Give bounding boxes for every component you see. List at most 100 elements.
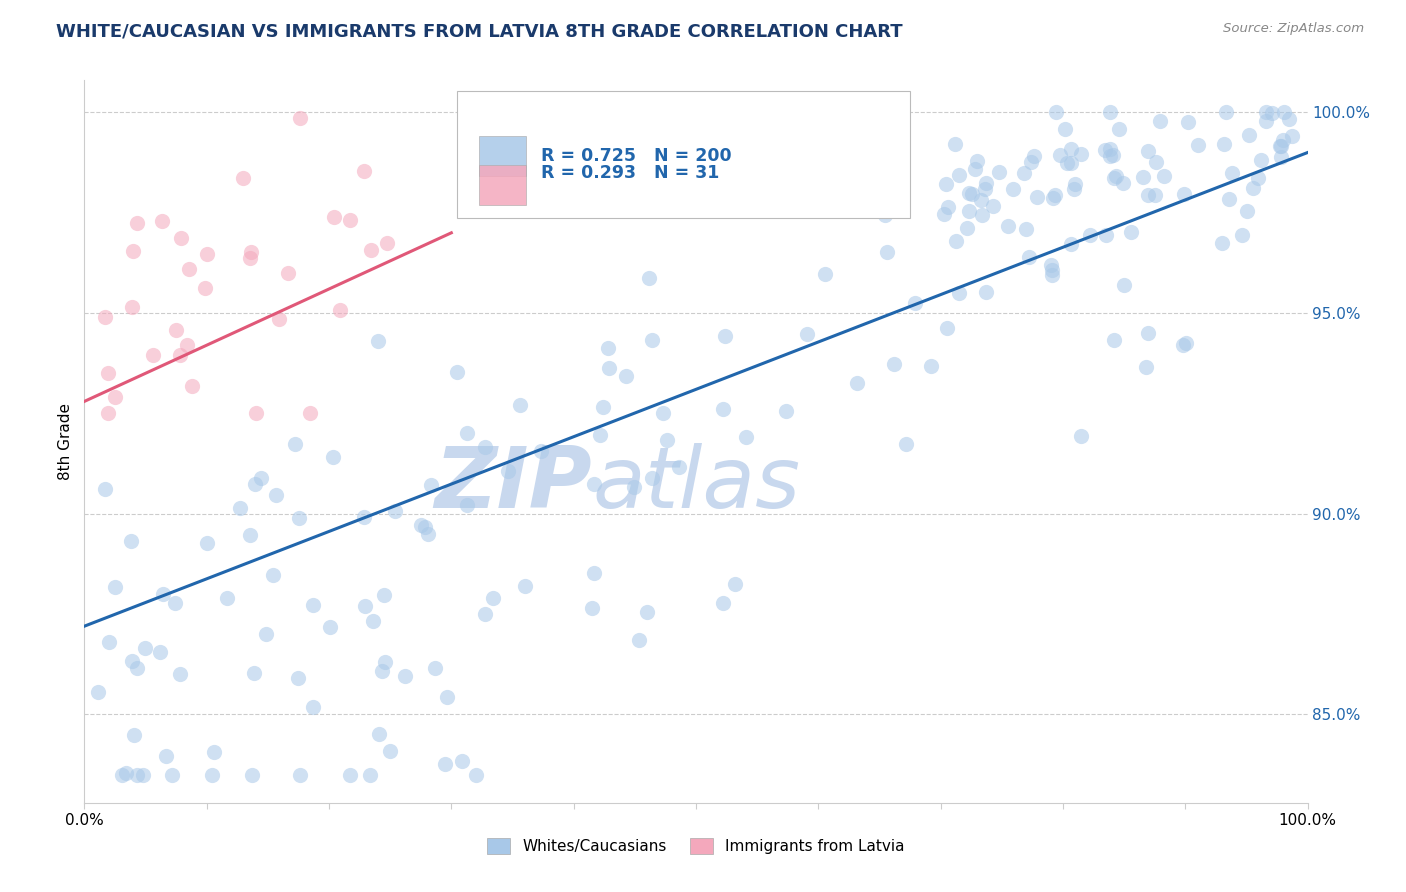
Point (976, 176, 998, 190)
Point (1254, 114, 1277, 128)
Point (614, 369, 637, 384)
Point (232, 170, 254, 185)
Point (1060, 236, 1083, 251)
Point (1260, 106, 1282, 120)
Point (945, 234, 967, 248)
Point (1019, 155, 1042, 169)
Point (775, 404, 797, 418)
Point (1281, 128, 1303, 143)
Point (125, 216, 148, 230)
Point (177, 262, 200, 277)
Point (288, 112, 311, 126)
Point (299, 407, 322, 421)
Point (380, 744, 402, 758)
Point (446, 365, 468, 379)
Point (1112, 177, 1135, 191)
Point (287, 671, 309, 685)
Point (87, 685, 110, 699)
Point (288, 510, 311, 524)
Point (122, 244, 145, 258)
Point (1144, 155, 1167, 169)
Point (936, 201, 959, 215)
Point (873, 208, 896, 222)
Point (329, 303, 352, 318)
Point (1250, 153, 1272, 168)
Legend: Whites/Caucasians, Immigrants from Latvia: Whites/Caucasians, Immigrants from Latvi… (481, 832, 911, 860)
Point (1230, 228, 1253, 243)
Point (596, 341, 619, 355)
Point (264, 488, 287, 502)
Point (1094, 143, 1116, 157)
Point (465, 768, 488, 782)
Point (1241, 181, 1264, 195)
Point (1136, 326, 1159, 340)
Point (960, 187, 983, 202)
Point (195, 247, 218, 261)
Point (122, 728, 145, 742)
Point (943, 136, 966, 151)
Point (804, 203, 827, 218)
Point (636, 605, 658, 619)
Point (110, 768, 132, 782)
Point (239, 528, 262, 542)
Point (97, 407, 120, 421)
Point (242, 666, 264, 681)
Text: R = 0.293   N = 31: R = 0.293 N = 31 (541, 164, 718, 182)
Point (245, 407, 267, 421)
Point (1211, 235, 1233, 250)
Point (948, 285, 970, 300)
Point (974, 182, 997, 196)
Point (1042, 191, 1064, 205)
Point (409, 518, 432, 533)
Text: atlas: atlas (592, 443, 800, 526)
Point (165, 323, 187, 337)
Point (1143, 188, 1166, 202)
Point (134, 641, 156, 656)
Point (983, 198, 1005, 212)
Point (451, 754, 474, 768)
Point (361, 614, 384, 628)
Point (1278, 112, 1301, 127)
Point (1040, 268, 1063, 282)
Point (121, 300, 143, 314)
Point (956, 221, 979, 235)
Point (1049, 148, 1071, 162)
Text: WHITE/CAUCASIAN VS IMMIGRANTS FROM LATVIA 8TH GRADE CORRELATION CHART: WHITE/CAUCASIAN VS IMMIGRANTS FROM LATVI… (56, 22, 903, 40)
Point (582, 566, 605, 580)
Point (94, 483, 117, 497)
Point (814, 268, 837, 282)
Point (623, 480, 645, 494)
Point (215, 591, 238, 606)
Point (456, 425, 478, 440)
Point (195, 536, 218, 550)
Point (894, 437, 917, 451)
Point (322, 450, 344, 464)
Point (433, 756, 456, 771)
Point (970, 193, 993, 207)
Point (1220, 166, 1243, 180)
Point (152, 587, 174, 601)
Point (419, 477, 441, 491)
Point (384, 503, 406, 517)
Point (1135, 359, 1157, 374)
Point (1236, 203, 1258, 218)
Point (651, 406, 673, 420)
Point (302, 699, 325, 714)
Point (965, 161, 987, 176)
Point (254, 626, 277, 640)
Point (904, 296, 927, 310)
Point (353, 509, 375, 524)
Point (262, 568, 284, 582)
Point (957, 203, 980, 218)
Point (640, 333, 662, 347)
Point (1271, 132, 1294, 146)
Point (163, 596, 186, 610)
Point (149, 645, 172, 659)
Point (249, 471, 271, 485)
Point (155, 749, 177, 764)
Point (1247, 171, 1270, 186)
Point (202, 745, 225, 759)
Point (1099, 149, 1122, 163)
Point (150, 214, 173, 228)
Point (714, 328, 737, 343)
